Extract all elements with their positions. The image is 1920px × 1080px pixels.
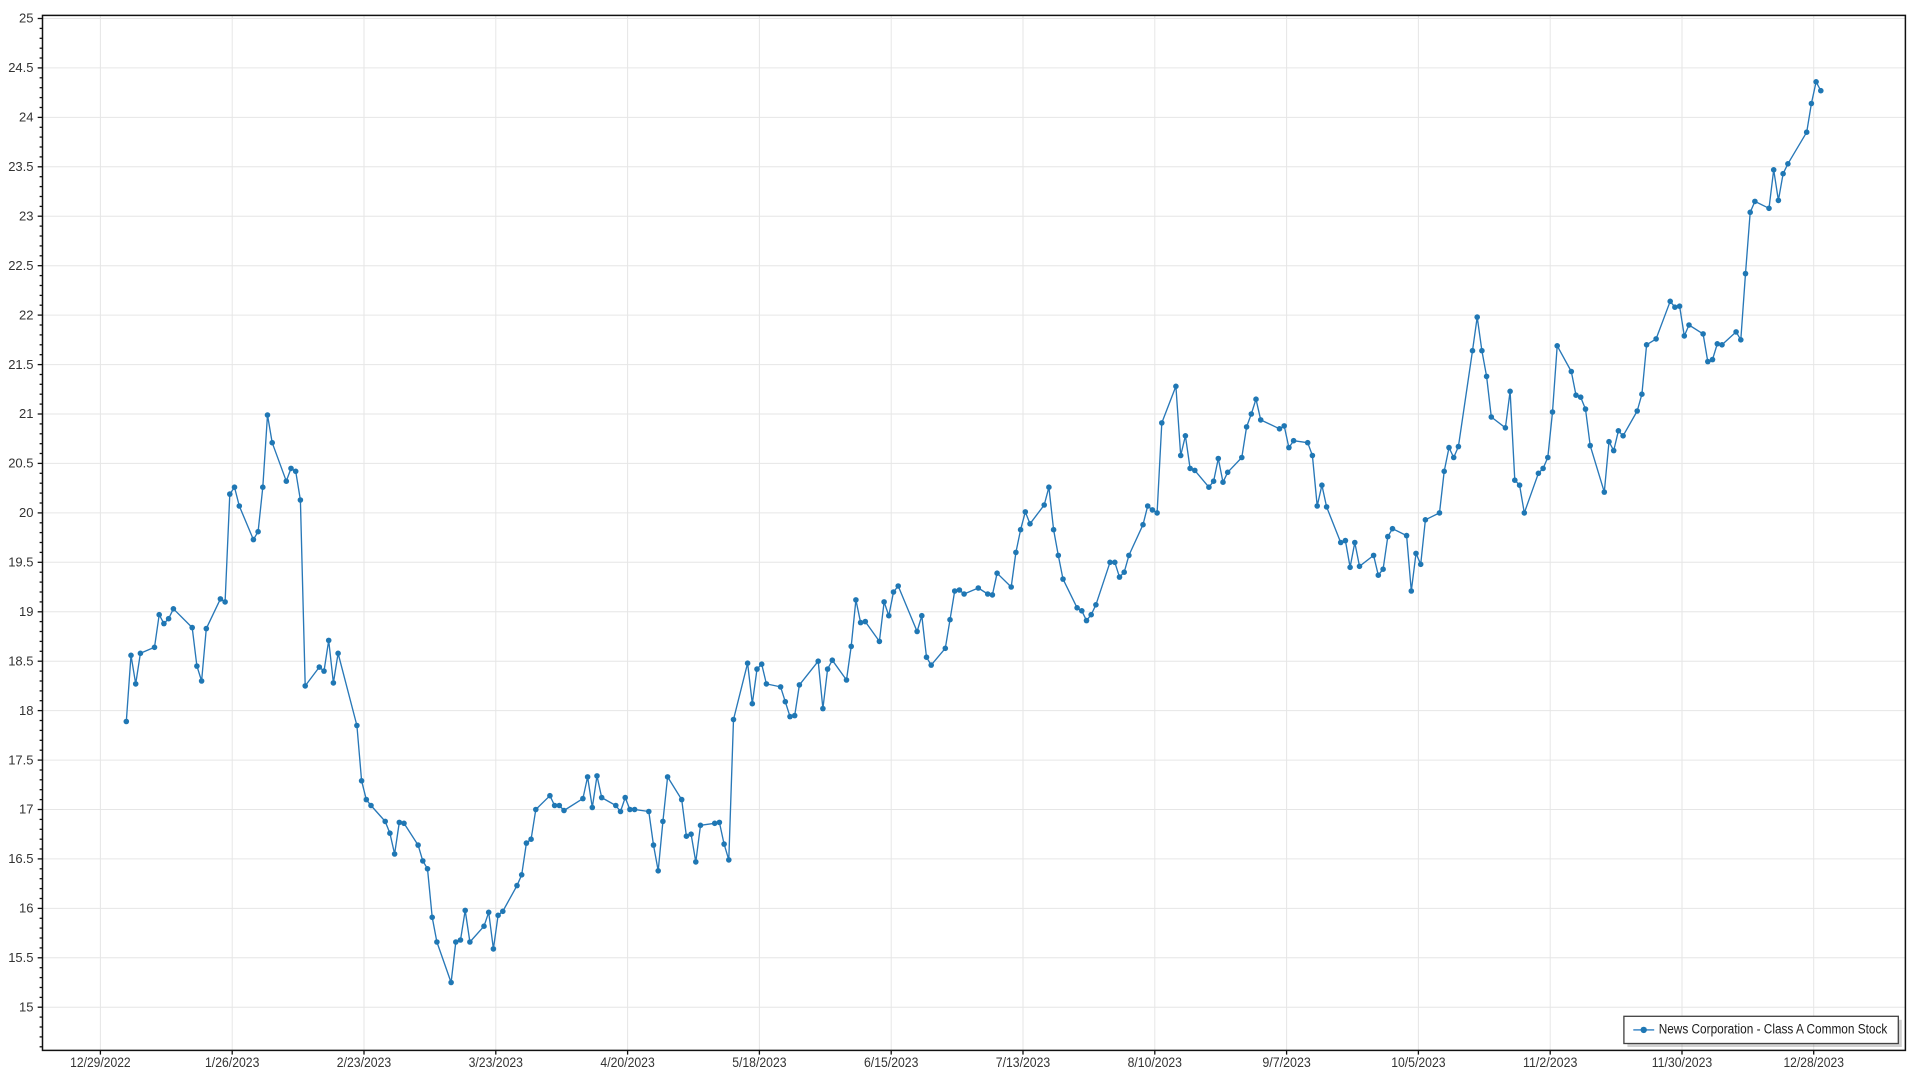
svg-text:5/18/2023: 5/18/2023 <box>732 1054 787 1070</box>
svg-text:7/13/2023: 7/13/2023 <box>996 1054 1051 1070</box>
svg-text:3/23/2023: 3/23/2023 <box>469 1054 524 1070</box>
svg-text:18: 18 <box>19 703 33 718</box>
svg-text:18.5: 18.5 <box>8 653 33 668</box>
svg-text:12/29/2022: 12/29/2022 <box>70 1054 131 1070</box>
svg-text:11/2/2023: 11/2/2023 <box>1523 1054 1578 1070</box>
svg-text:11/30/2023: 11/30/2023 <box>1652 1054 1713 1070</box>
svg-text:20.5: 20.5 <box>8 456 33 471</box>
svg-text:8/10/2023: 8/10/2023 <box>1128 1054 1183 1070</box>
svg-text:2/23/2023: 2/23/2023 <box>337 1054 392 1070</box>
svg-text:6/15/2023: 6/15/2023 <box>864 1054 919 1070</box>
svg-text:25: 25 <box>19 11 33 26</box>
svg-text:9/7/2023: 9/7/2023 <box>1262 1054 1311 1070</box>
svg-text:17.5: 17.5 <box>8 752 33 767</box>
svg-text:12/28/2023: 12/28/2023 <box>1783 1054 1844 1070</box>
svg-text:23: 23 <box>19 208 33 223</box>
svg-text:20: 20 <box>19 505 33 520</box>
svg-text:24.5: 24.5 <box>8 60 33 75</box>
svg-text:17: 17 <box>19 802 33 817</box>
svg-text:19.5: 19.5 <box>8 555 33 570</box>
svg-text:4/20/2023: 4/20/2023 <box>600 1054 655 1070</box>
svg-text:23.5: 23.5 <box>8 159 33 174</box>
svg-text:News Corporation - Class A Com: News Corporation - Class A Common Stock <box>1659 1022 1888 1037</box>
svg-text:16.5: 16.5 <box>8 851 33 866</box>
svg-text:24: 24 <box>19 110 33 125</box>
svg-text:16: 16 <box>19 901 33 916</box>
svg-text:22: 22 <box>19 307 33 322</box>
svg-text:10/5/2023: 10/5/2023 <box>1391 1054 1446 1070</box>
svg-text:15.5: 15.5 <box>8 950 33 965</box>
svg-text:22.5: 22.5 <box>8 258 33 273</box>
svg-text:21.5: 21.5 <box>8 357 33 372</box>
svg-text:19: 19 <box>19 604 33 619</box>
svg-text:1/26/2023: 1/26/2023 <box>205 1054 260 1070</box>
svg-text:15: 15 <box>19 1000 33 1015</box>
svg-text:21: 21 <box>19 406 33 421</box>
